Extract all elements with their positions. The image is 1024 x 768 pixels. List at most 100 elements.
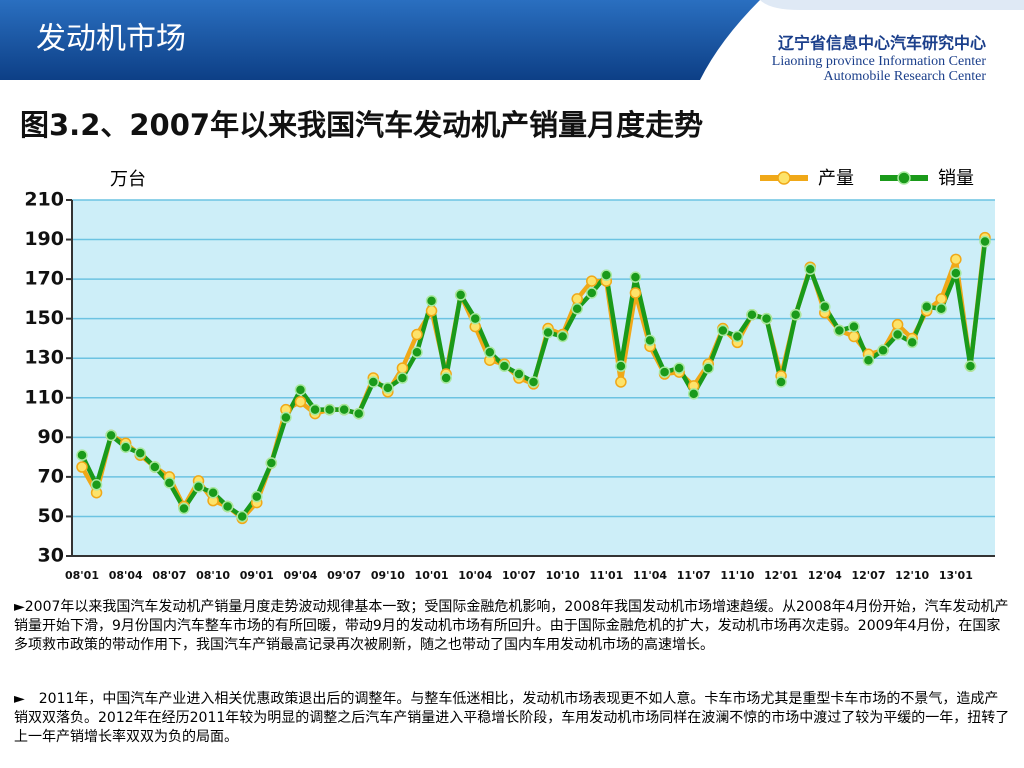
data-point [484,346,496,359]
data-point [935,303,948,315]
data-point [702,362,715,374]
data-point [950,253,962,266]
data-point [644,334,656,347]
data-point [309,403,321,416]
data-point [498,360,511,372]
data-point [119,441,132,453]
x-tick-label: 08'01 [65,569,99,582]
data-point [425,295,438,307]
data-point [294,384,307,396]
data-point [775,376,787,388]
data-point [527,376,540,388]
chart-title: 图3.2、2007年以来我国汽车发动机产销量月度走势 [20,108,703,142]
data-point [906,336,918,349]
data-point [469,312,481,325]
x-tick-label: 09'07 [327,569,361,582]
data-point [833,324,846,337]
data-point [163,477,176,489]
data-point [891,318,904,331]
data-point [90,479,103,491]
data-point [338,403,350,416]
x-tick-label: 08'07 [152,569,186,582]
data-point [542,326,554,339]
data-point [673,362,685,374]
data-point [950,267,962,279]
x-tick-label: 11'10 [720,569,754,582]
data-point [178,502,190,515]
y-axis-unit: 万台 [110,169,146,190]
y-tick-label: 30 [38,545,64,567]
data-point [323,403,336,416]
data-point [687,388,700,400]
header-band [0,0,760,80]
data-point [192,481,205,493]
data-point [396,362,409,374]
data-point [513,368,525,380]
legend-marker [897,171,911,185]
data-point [731,330,744,343]
data-point [658,366,671,378]
data-point [76,461,88,473]
data-point [935,293,948,305]
data-point [236,510,248,523]
x-tick-label: 13'01 [939,569,973,582]
data-point [586,275,598,287]
logo-en: Liaoning province Information Center [772,54,987,69]
data-point [848,330,860,343]
x-tick-label: 09'01 [240,569,274,582]
data-point [979,235,991,248]
note: ►2007年以来我国汽车发动机产销量月度走势波动规律基本一致；受国际金融危机影响… [14,599,1009,653]
legend-marker [777,171,791,185]
x-tick-label: 10'04 [458,569,492,582]
data-point [760,312,773,325]
chart: 发动机市场 辽宁省信息中心汽车研究中心 Liaoning province In… [0,0,1024,582]
data-point [105,429,117,442]
data-point [454,289,467,301]
legend-label: 产量 [818,168,854,189]
y-tick-label: 170 [24,268,64,290]
data-point [615,360,627,372]
data-point [367,376,380,388]
data-point [76,449,88,461]
data-point [877,344,889,357]
data-point [280,411,292,424]
x-tick-label: 12'07 [851,569,885,582]
data-point [804,263,816,275]
header-title: 发动机市场 [36,22,186,57]
note: ► 2011年，中国汽车产业进入相关优惠政策退出后的调整年。与整车低迷相比，发动… [14,691,1010,745]
data-point [556,330,569,343]
data-point [600,269,613,281]
logo-en: Automobile Research Center [823,69,986,84]
data-point [862,354,875,366]
data-point [964,360,977,372]
x-tick-label: 10'07 [502,569,536,582]
data-point [848,320,860,333]
data-point [891,328,904,341]
data-point [440,372,452,384]
x-tick-label: 12'01 [764,569,798,582]
data-point [615,376,627,388]
data-point [396,372,409,384]
data-point [717,324,729,337]
data-point [571,303,583,315]
data-point [265,457,278,469]
data-point [571,293,583,305]
y-tick-label: 150 [24,307,64,329]
data-point [251,490,263,503]
data-point [134,447,147,459]
data-point [425,305,438,317]
y-tick-label: 190 [24,228,64,250]
y-tick-label: 210 [24,189,64,211]
data-point [789,308,802,321]
data-point [629,287,642,299]
x-tick-label: 09'10 [371,569,405,582]
data-point [920,301,933,313]
header-accent [760,0,1024,10]
logo-cn: 辽宁省信息中心汽车研究中心 [778,34,986,53]
data-point [411,328,423,341]
x-tick-label: 10'01 [415,569,449,582]
data-point [586,287,598,299]
y-tick-label: 90 [38,426,64,448]
data-point [819,301,831,313]
